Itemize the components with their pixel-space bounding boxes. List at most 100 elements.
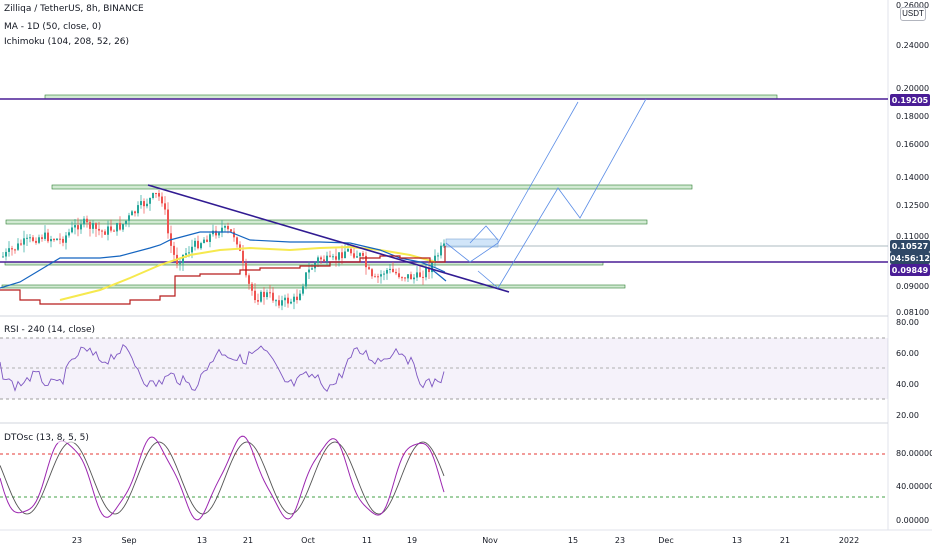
candle-body — [284, 297, 286, 301]
candle-body — [221, 227, 223, 233]
price-badge — [890, 264, 930, 276]
price-badges: 0.19205 0.10527 04:56:12 0.09849 — [890, 94, 930, 276]
candle-body — [266, 292, 268, 298]
candle-body — [11, 248, 13, 250]
candle-body — [203, 239, 205, 244]
candle-body — [182, 254, 184, 264]
time-tick-label: Sep — [121, 536, 136, 545]
time-tick-label: Dec — [658, 536, 673, 545]
candle-body — [263, 291, 265, 298]
dtosc-signal-line[interactable] — [0, 441, 445, 515]
candle-body — [35, 240, 37, 243]
time-tick-label: 21 — [243, 536, 253, 545]
candle-body — [218, 232, 220, 236]
candle-body — [434, 255, 436, 263]
time-tick-label: 13 — [197, 536, 207, 545]
candle-body — [191, 246, 193, 253]
candle-body — [245, 263, 247, 276]
time-tick-label: 11 — [362, 536, 372, 545]
currency-button[interactable]: USDT — [900, 7, 926, 21]
candle-body — [311, 268, 313, 270]
candle-body — [158, 193, 160, 197]
candle-body — [167, 209, 169, 234]
candle-body — [80, 224, 82, 230]
ichimoku-indicator-label[interactable]: Ichimoku (104, 208, 52, 26) — [4, 37, 130, 47]
candle-body — [242, 250, 244, 264]
target-box[interactable] — [445, 238, 499, 248]
candle-body — [260, 291, 262, 302]
candle-body — [443, 243, 445, 246]
rsi-tick-label: 20.00 — [896, 411, 919, 420]
candle-body — [299, 293, 301, 301]
rsi-indicator-label[interactable]: RSI - 240 (14, close) — [4, 325, 96, 335]
candle-body — [335, 256, 337, 260]
candle-body — [194, 240, 196, 247]
candle-body — [227, 225, 229, 230]
candle-body — [251, 283, 253, 291]
candle-body — [50, 239, 52, 242]
descending-trendline[interactable] — [147, 184, 510, 293]
candle-body — [341, 252, 343, 259]
candle-body — [236, 237, 238, 245]
candle-body — [287, 297, 289, 304]
candle-body — [374, 276, 376, 278]
price-tick-label: 0.16000 — [896, 140, 929, 149]
candle-body — [269, 292, 271, 294]
dtosc-indicator-label[interactable]: DTOsc (13, 8, 5, 5) — [4, 433, 89, 443]
candle-body — [230, 229, 232, 232]
projection-path-3[interactable] — [469, 225, 499, 244]
candle-body — [344, 251, 346, 259]
candle-body — [392, 268, 394, 272]
price-axis[interactable]: 0.26000 0.24000 0.20000 0.18000 0.16000 0.140… — [896, 1, 929, 317]
rsi-line[interactable] — [0, 343, 445, 392]
candle-body — [101, 230, 103, 232]
candle-body — [146, 203, 148, 207]
candle-body — [290, 301, 292, 304]
candle-body — [161, 196, 163, 204]
rsi-axis[interactable]: 80.00 60.00 40.00 20.00 — [896, 318, 919, 420]
candle-body — [149, 197, 151, 204]
time-tick-label: 23 — [615, 536, 625, 545]
dtosc-axis[interactable]: 80.00000 40.00000 0.00000 — [896, 449, 932, 525]
candle-body — [371, 269, 373, 277]
candle-body — [53, 239, 55, 241]
dtosc-tick-label: 0.00000 — [896, 516, 929, 525]
dtosc-main-line[interactable] — [0, 435, 445, 521]
candle-body — [407, 274, 409, 279]
candle-body — [77, 225, 79, 230]
candle-body — [440, 245, 442, 256]
candle-body — [143, 201, 145, 207]
price-tick-label: 0.20000 — [896, 84, 929, 93]
candle-body — [233, 231, 235, 238]
level-0-117[interactable] — [5, 219, 648, 225]
price-tick-label: 0.24000 — [896, 41, 929, 50]
candle-body — [272, 292, 274, 301]
candle-body — [98, 228, 100, 231]
candle-body — [386, 269, 388, 274]
candle-body — [131, 211, 133, 216]
rsi-tick-label: 60.00 — [896, 349, 919, 358]
level-0-138[interactable] — [51, 184, 693, 190]
price-badge — [890, 252, 930, 264]
ichimoku-kijun-line[interactable] — [0, 231, 446, 289]
price-badge — [890, 94, 930, 106]
candle-body — [215, 230, 217, 236]
candle-body — [122, 223, 124, 230]
candle-body — [320, 257, 322, 260]
candle-body — [2, 256, 4, 258]
price-badge-label: 0.10527 — [892, 242, 928, 251]
candle-body — [104, 231, 106, 235]
candle-body — [317, 257, 319, 263]
ma-indicator-label[interactable]: MA - 1D (50, close, 0) — [4, 22, 102, 32]
candle-body — [383, 273, 385, 275]
candle-body — [401, 277, 403, 279]
candle-body — [332, 256, 334, 258]
time-axis[interactable]: 23 Sep 13 21 Oct 11 19 Nov 15 23 Dec 13 21 2022 — [72, 536, 859, 545]
candle-body — [368, 267, 370, 270]
ma-1d-line[interactable] — [59, 245, 436, 301]
projection-path-1[interactable] — [445, 101, 579, 263]
candle-body — [356, 256, 358, 258]
projection-path-2[interactable] — [477, 98, 647, 289]
level-0-091[interactable] — [1, 284, 626, 289]
